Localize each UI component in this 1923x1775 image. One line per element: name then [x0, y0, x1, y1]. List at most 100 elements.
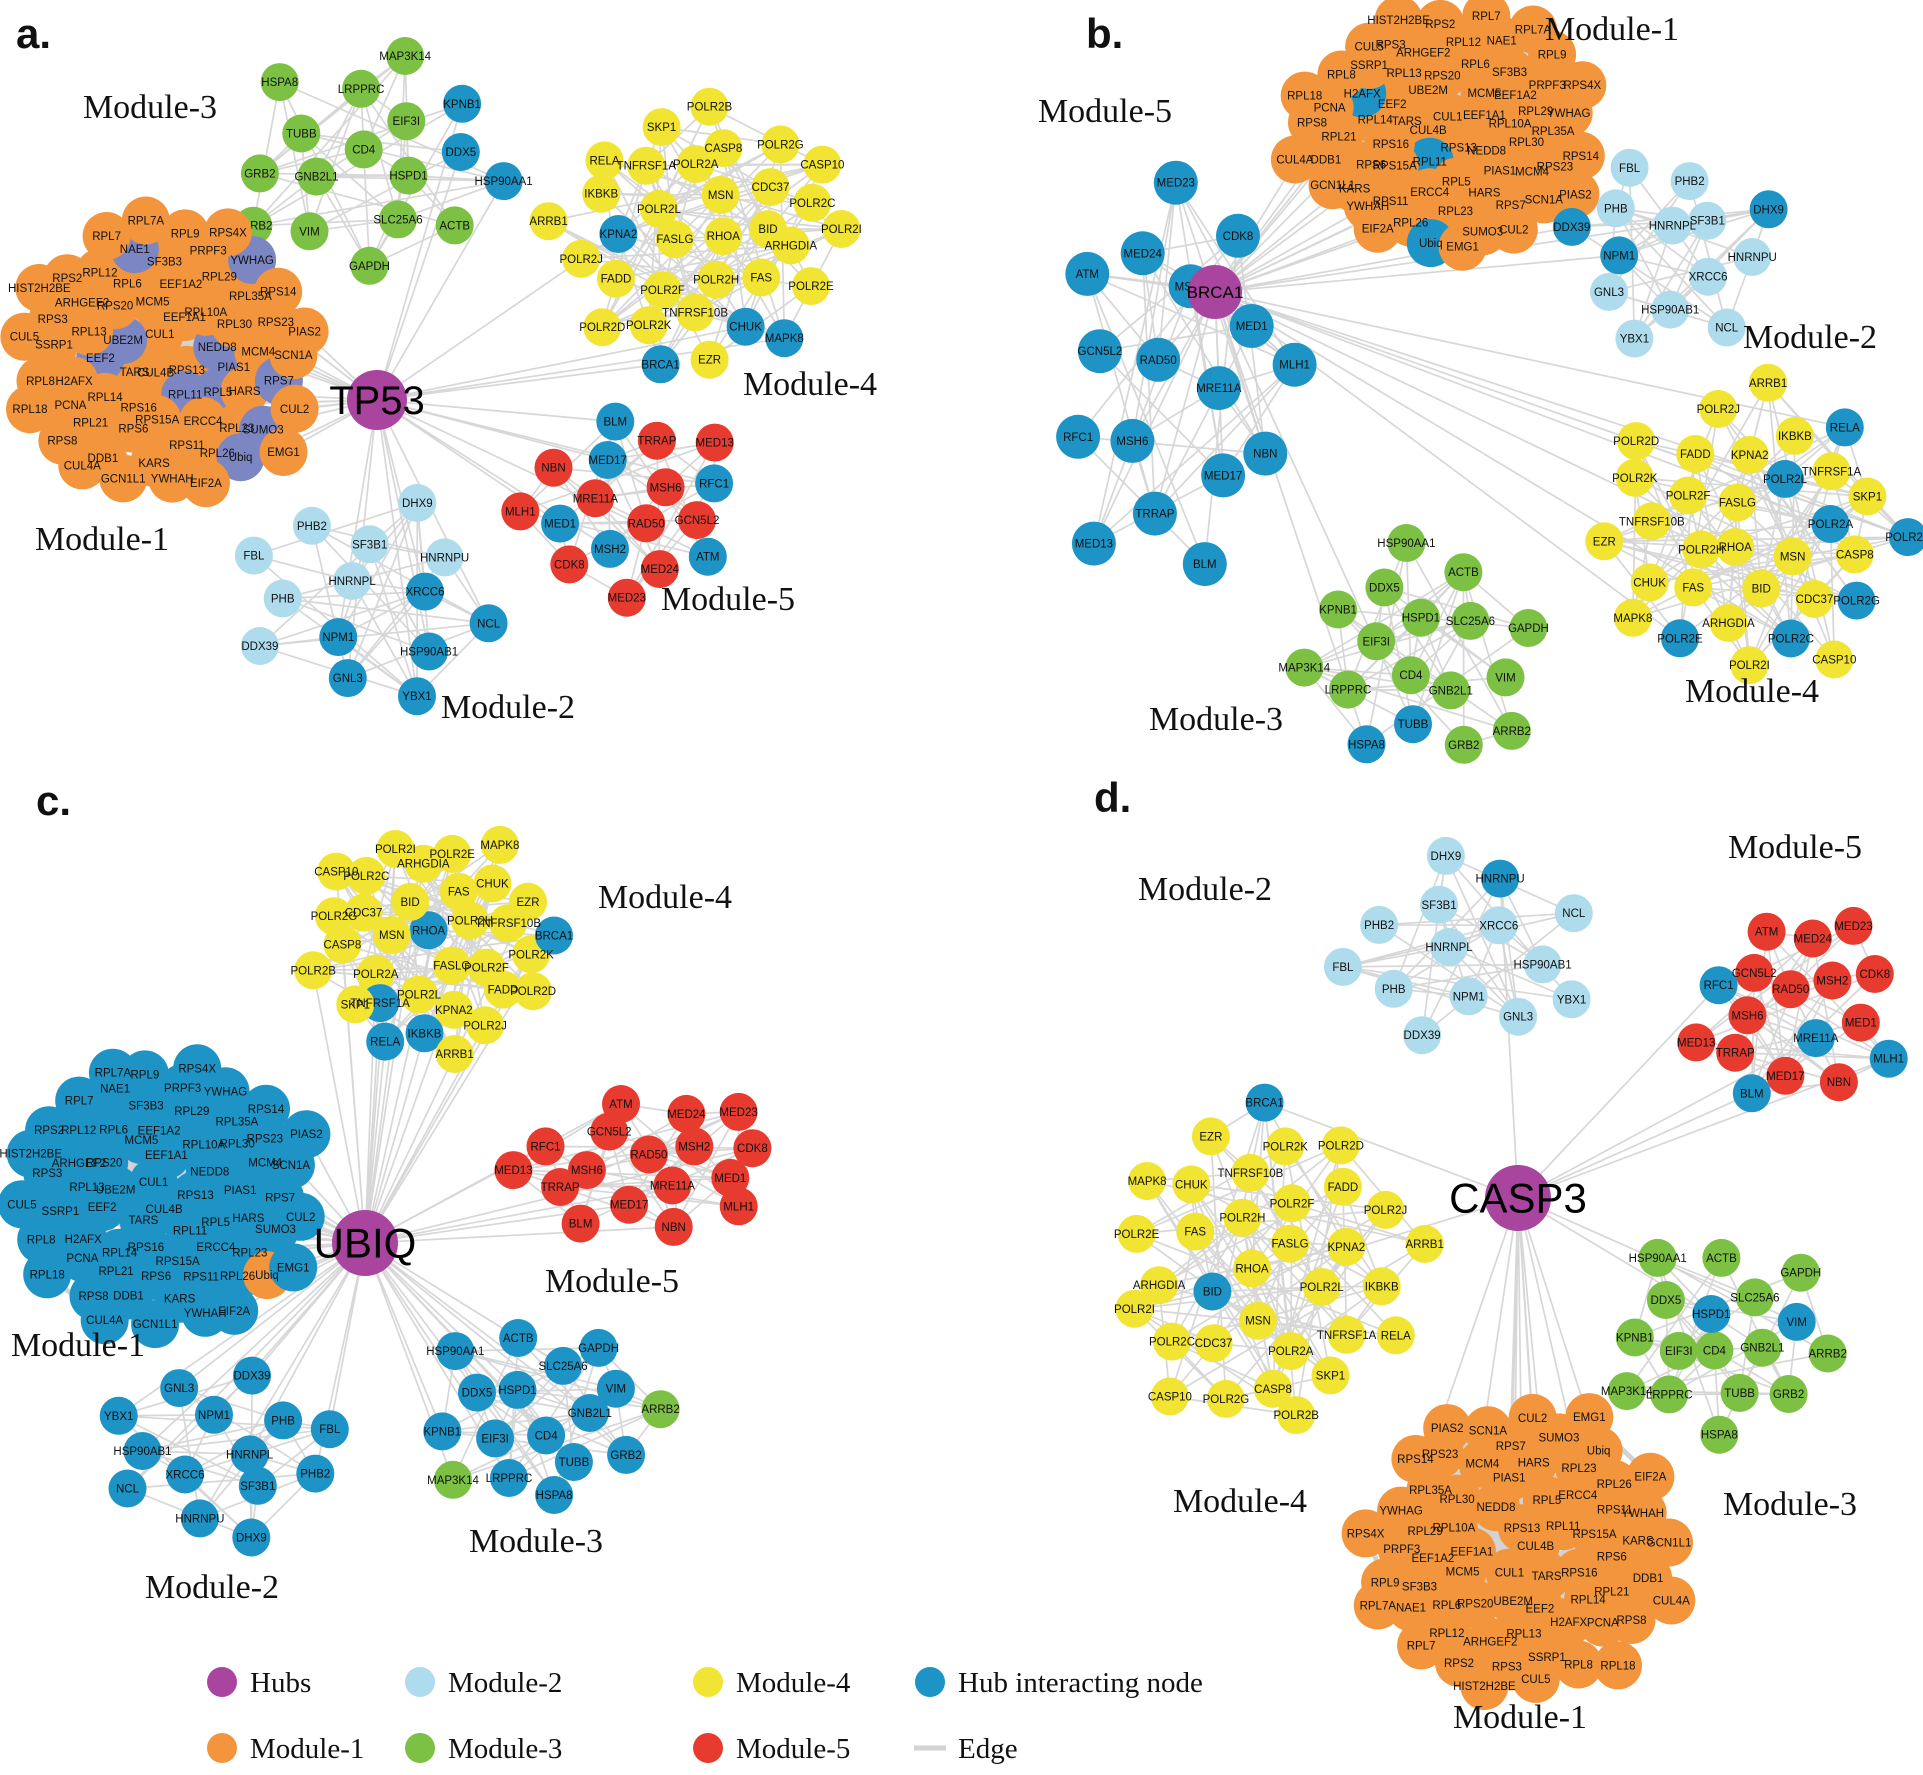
node-label-POLR2E: POLR2E: [1657, 633, 1703, 645]
node-label-CASP8: CASP8: [1836, 549, 1874, 561]
node-CDC37: [1795, 580, 1834, 618]
node-IKBKB: [1362, 1267, 1401, 1306]
node-label-RPS2: RPS2: [52, 273, 82, 285]
node-label-MED13: MED13: [696, 438, 734, 450]
node-label-DDB1: DDB1: [1633, 1573, 1664, 1585]
node-label-RPL35A: RPL35A: [1532, 126, 1575, 138]
node-label-EZR: EZR: [698, 355, 721, 367]
node-label-PHB2: PHB2: [1675, 176, 1705, 188]
node-label-RPS4X: RPS4X: [1347, 1528, 1385, 1540]
node-label-PIAS1: PIAS1: [1484, 166, 1517, 178]
node-label-SSRP1: SSRP1: [35, 340, 73, 352]
node-label-RPS23: RPS23: [247, 1133, 283, 1145]
node-RPL7A: [1353, 1581, 1402, 1630]
node-label-EEF2: EEF2: [88, 1202, 117, 1214]
node-label-RPS16: RPS16: [1373, 139, 1409, 151]
node-label-POLR2L: POLR2L: [397, 990, 442, 1002]
legend-swatch-module-2: [405, 1667, 435, 1697]
node-label-CD4: CD4: [1703, 1345, 1727, 1357]
node-label-HSPA8: HSPA8: [1348, 739, 1385, 751]
node-label-MLH1: MLH1: [505, 506, 536, 518]
node-FAS: [439, 872, 478, 911]
node-label-RPS3: RPS3: [38, 314, 68, 326]
node-label-SKP1: SKP1: [1316, 1370, 1345, 1382]
node-EIF2A: [210, 1286, 259, 1335]
node-label-RFC1: RFC1: [1063, 432, 1093, 444]
node-ATM: [602, 1085, 640, 1123]
node-FADD: [1323, 1167, 1362, 1206]
node-label-GAPDH: GAPDH: [1508, 623, 1549, 635]
node-label-CUL1: CUL1: [1495, 1568, 1524, 1580]
node-MSN: [1239, 1301, 1277, 1340]
node-PIAS2: [1551, 170, 1600, 219]
node-DDX39: [1403, 1016, 1442, 1055]
node-label-POLR2B: POLR2B: [687, 102, 733, 114]
node-EZR: [1191, 1117, 1230, 1156]
node-label-RPS14: RPS14: [1397, 1454, 1434, 1466]
node-EIF3I: [387, 102, 426, 141]
node-label-TUBB: TUBB: [559, 1457, 590, 1469]
node-HIST2H2BE: [15, 264, 64, 312]
node-label-FADD: FADD: [488, 985, 519, 997]
node-POLR2L: [400, 975, 438, 1014]
node-label-POLR2I: POLR2I: [1729, 660, 1770, 672]
node-label-BLM: BLM: [1193, 559, 1217, 571]
node-label-RPL29: RPL29: [202, 272, 237, 284]
node-label-EZR: EZR: [517, 897, 540, 909]
node-label-RPS20: RPS20: [86, 1157, 122, 1169]
node-label-MAP3K14: MAP3K14: [427, 1475, 479, 1487]
node-MED17: [610, 1185, 649, 1224]
node-YBX1: [398, 677, 436, 716]
node-label-MCM4: MCM4: [1465, 1459, 1499, 1471]
node-label-KPNB1: KPNB1: [423, 1426, 461, 1438]
node-label-POLR2A: POLR2A: [673, 159, 719, 171]
node-label-DHX9: DHX9: [402, 498, 433, 510]
node-HSPD1: [389, 156, 428, 195]
node-ACTB: [435, 206, 474, 245]
node-POLR2I: [822, 210, 861, 248]
node-label-POLR2F: POLR2F: [640, 285, 685, 297]
node-label-TARS: TARS: [128, 1215, 158, 1227]
node-label-ARHGDIA: ARHGDIA: [1702, 618, 1755, 630]
node-MAPK8: [1613, 598, 1652, 637]
node-label-HIST2H2BE: HIST2H2BE: [1367, 15, 1430, 27]
node-label-RHOA: RHOA: [1235, 1264, 1269, 1276]
node-label-TNFRSF1A: TNFRSF1A: [350, 998, 410, 1010]
node-SCN1A: [1463, 1406, 1512, 1455]
node-DDX39: [240, 627, 279, 665]
node-label-POLR2C: POLR2C: [1149, 1337, 1195, 1349]
node-label-YBX1: YBX1: [402, 691, 431, 703]
node-label-MCM5: MCM5: [1467, 88, 1501, 100]
node-label-RPL12: RPL12: [1446, 37, 1481, 49]
node-KPNB1: [423, 1412, 462, 1451]
node-label-POLR2H: POLR2H: [447, 916, 493, 928]
node-MED24: [640, 550, 679, 589]
node-label-RPL14: RPL14: [102, 1248, 138, 1260]
node-MED23: [1834, 906, 1873, 945]
node-label-VIM: VIM: [606, 1384, 626, 1396]
node-SLC25A6: [1451, 601, 1490, 640]
node-SKP1: [1848, 477, 1887, 516]
legend-swatch-module-1: [207, 1733, 237, 1763]
node-POLR2K: [629, 306, 668, 345]
node-POLR2G: [761, 125, 800, 164]
node-label-GAPDH: GAPDH: [1780, 1268, 1821, 1280]
panel-d: HNRNPL XRCC6 NPM1 SF3B1 HSP90AB1 PHB HNRNPU GNL…: [1094, 774, 1908, 1736]
node-label-FAS: FAS: [1682, 582, 1704, 594]
node-label-FASLG: FASLG: [433, 961, 470, 973]
node-POLR2E: [792, 267, 830, 306]
node-FAS: [1176, 1212, 1215, 1251]
node-label-RAD50: RAD50: [630, 1150, 667, 1162]
node-MED13: [1677, 1023, 1716, 1062]
node-ARHGDIA: [1140, 1266, 1179, 1305]
node-YWHAG: [1377, 1486, 1426, 1535]
node-label-HSP90AB1: HSP90AB1: [1641, 305, 1699, 317]
node-CUL4A: [80, 1296, 129, 1345]
module-label-module-4: Module-4: [1685, 673, 1819, 710]
node-label-PHB2: PHB2: [1364, 920, 1394, 932]
node-label-RPL7: RPL7: [1472, 11, 1501, 23]
node-HSP90AA1: [436, 1332, 475, 1371]
node-label-NPM1: NPM1: [198, 1410, 230, 1422]
node-MED13: [1071, 521, 1116, 566]
node-label-FAS: FAS: [1184, 1227, 1206, 1239]
